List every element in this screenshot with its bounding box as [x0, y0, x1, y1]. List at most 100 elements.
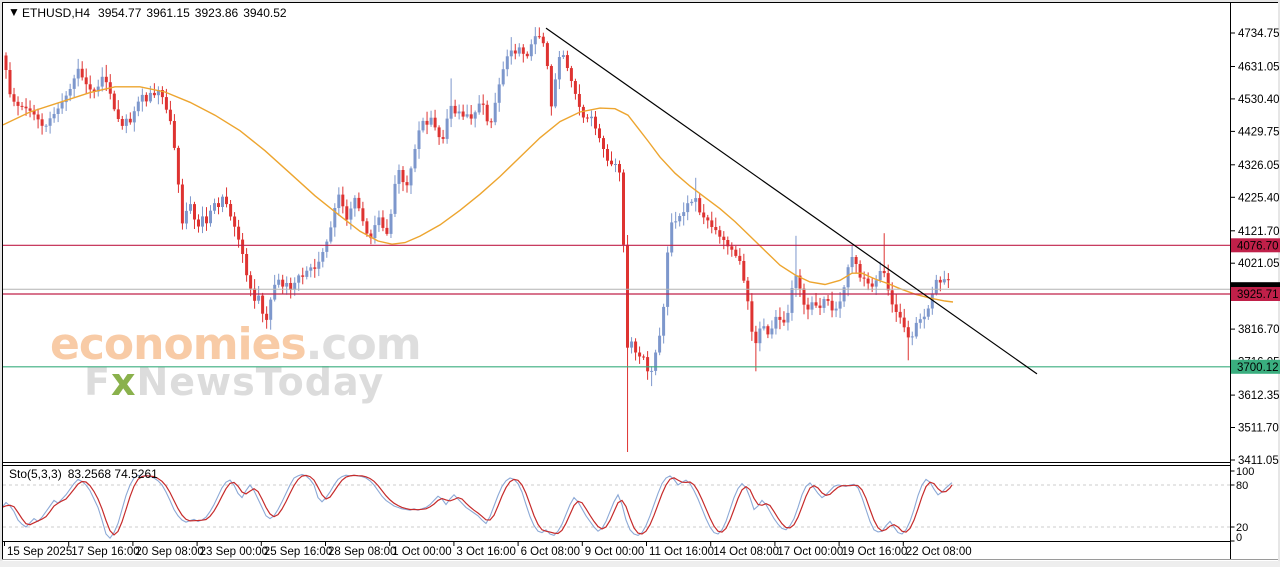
- candle-body: [714, 227, 718, 231]
- horizontal-levels[interactable]: [3, 244, 1230, 368]
- candle-body: [718, 230, 722, 237]
- candle-body: [333, 208, 337, 228]
- candle-body: [786, 312, 790, 323]
- candle-body: [389, 213, 393, 234]
- price-tick-label: 4225.40: [1238, 192, 1280, 204]
- ma-line[interactable]: [3, 86, 954, 303]
- moving-average-line[interactable]: [3, 86, 954, 303]
- candle-body: [750, 301, 754, 332]
- candle-body: [702, 212, 706, 218]
- candle-body: [569, 68, 573, 81]
- trendline[interactable]: [545, 27, 1038, 375]
- candle-body: [726, 240, 730, 247]
- candle-body: [241, 239, 245, 254]
- candle-body: [838, 301, 842, 309]
- price-axis[interactable]: [1231, 3, 1278, 541]
- candle-body: [84, 77, 88, 85]
- candle-body: [590, 116, 593, 119]
- chart-dropdown-icon[interactable]: ▼: [8, 5, 20, 19]
- candle-body: [357, 197, 361, 209]
- candle-body: [76, 68, 80, 79]
- candle-body: [285, 283, 289, 287]
- candle-body: [373, 225, 377, 238]
- time-tick-label: 22 Oct 08:00: [906, 546, 972, 558]
- candle-body: [201, 216, 204, 227]
- candle-body: [305, 270, 309, 277]
- candle-body: [281, 279, 285, 287]
- indicator-label: Sto(5,3,3) 83.2568 74.5261: [9, 467, 158, 481]
- candle-body: [630, 341, 634, 348]
- price-tick-label: 4326.05: [1238, 160, 1280, 172]
- candle-body: [277, 279, 281, 285]
- candle-body: [778, 316, 782, 320]
- candle-body: [477, 103, 481, 113]
- candle-body: [505, 56, 509, 70]
- candle-body: [361, 208, 365, 222]
- candle-body: [930, 293, 934, 309]
- candle-body: [914, 322, 918, 337]
- sto-k-line: [3, 473, 953, 540]
- candle-body: [112, 93, 116, 110]
- time-tick-label: 23 Sep 00:00: [200, 546, 268, 558]
- candle-body: [577, 94, 581, 107]
- candle-body: [393, 183, 397, 214]
- candle-body: [120, 119, 124, 126]
- candle-body: [180, 184, 184, 224]
- candle-body: [16, 101, 20, 106]
- candle-body: [734, 249, 738, 256]
- price-tick-label: 3816.70: [1238, 324, 1280, 336]
- candle-body: [902, 317, 906, 328]
- descending-trendline[interactable]: [545, 27, 1038, 375]
- candle-body: [217, 203, 220, 207]
- candle-body: [834, 308, 838, 311]
- candle-body: [782, 319, 786, 323]
- candle-body: [44, 125, 48, 127]
- candle-body: [261, 295, 265, 314]
- candle-body: [8, 70, 12, 95]
- candle-body: [894, 304, 898, 312]
- candle-body: [397, 170, 401, 184]
- candle-body: [377, 217, 381, 226]
- indicator-pane[interactable]: [3, 466, 1230, 541]
- candle-body: [365, 221, 369, 234]
- candle-body: [148, 92, 152, 102]
- candle-body: [598, 128, 601, 139]
- candle-body: [509, 50, 513, 57]
- candle-body: [854, 257, 858, 264]
- candle-body: [156, 90, 160, 96]
- candle-body: [866, 278, 870, 284]
- open-value: 3954.77: [98, 6, 142, 20]
- candle-body: [614, 164, 617, 165]
- time-tick-label: 19 Oct 16:00: [842, 546, 908, 558]
- candle-body: [606, 149, 609, 161]
- candle-body: [529, 44, 533, 57]
- candle-body: [64, 95, 68, 103]
- time-tick-label: 15 Sep 2025: [7, 546, 72, 558]
- candle-body: [594, 116, 597, 129]
- candle-body: [144, 94, 148, 102]
- candle-body: [686, 203, 690, 213]
- candle-body: [233, 216, 237, 227]
- candle-body: [24, 106, 28, 109]
- candle-body: [40, 119, 44, 126]
- time-axis[interactable]: [3, 542, 1230, 559]
- candle-body: [209, 210, 212, 224]
- candle-body: [189, 204, 192, 211]
- candle-body: [774, 316, 778, 329]
- candle-body: [385, 227, 389, 234]
- sto-tick-label: 100: [1236, 466, 1254, 478]
- candle-body: [493, 102, 497, 123]
- symbol-ohlc-label: ETHUSD,H4 3954.77 3961.15 3923.86 3940.52: [22, 6, 287, 20]
- candle-body: [926, 308, 930, 317]
- plot-area[interactable]: [3, 3, 1230, 461]
- candle-body: [36, 114, 40, 120]
- candle-body: [666, 252, 670, 307]
- candle-body: [461, 111, 465, 117]
- candle-body: [56, 108, 60, 114]
- candle-body: [325, 241, 329, 252]
- candle-body: [694, 198, 698, 202]
- candle-body: [646, 357, 650, 372]
- candle-body: [557, 57, 561, 80]
- candle-body: [249, 275, 253, 289]
